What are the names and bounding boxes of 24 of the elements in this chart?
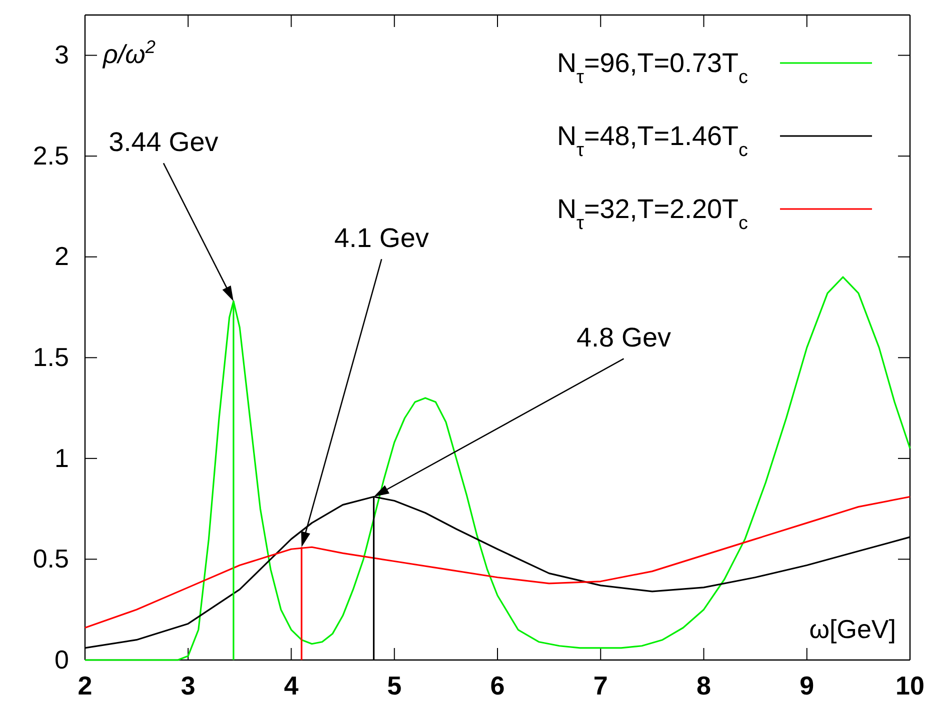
- x-tick-label: 9: [800, 670, 814, 700]
- x-tick-label: 6: [490, 670, 505, 700]
- y-axis-title: ρ/ω$^{2}$: [102, 37, 156, 69]
- x-tick-label: 3: [180, 670, 196, 700]
- x-tick-label: 10: [896, 670, 924, 700]
- y-tick-label: 1.5: [32, 342, 69, 372]
- annotation: 4.8 Gev: [576, 322, 672, 353]
- x-tick-label: 2: [78, 670, 92, 700]
- y-tick-label: 3: [54, 40, 69, 70]
- x-tick-label: 4: [284, 670, 300, 700]
- y-tick-label: 2.5: [32, 140, 69, 170]
- legend-label: N$_{τ}$=32,T=2.20T$_{c}$: [556, 194, 748, 234]
- y-tick-label: 1: [54, 442, 69, 473]
- y-tick-label: 2: [54, 241, 69, 272]
- x-tick-label: 7: [593, 670, 608, 700]
- x-tick-label: 8: [696, 670, 711, 700]
- y-tick-label: 0: [54, 644, 69, 674]
- annotation: 3.44 Gev: [108, 127, 219, 158]
- annotation: 4.1 Gev: [334, 223, 430, 254]
- x-tick-label: 5: [387, 670, 402, 700]
- legend-label: N$_{τ}$=96,T=0.73T$_{c}$: [556, 48, 748, 88]
- legend-label: N$_{τ}$=48,T=1.46T$_{c}$: [556, 121, 748, 160]
- x-axis-title: ω[GeV]: [809, 614, 896, 644]
- y-tick-label: 0.5: [32, 544, 69, 574]
